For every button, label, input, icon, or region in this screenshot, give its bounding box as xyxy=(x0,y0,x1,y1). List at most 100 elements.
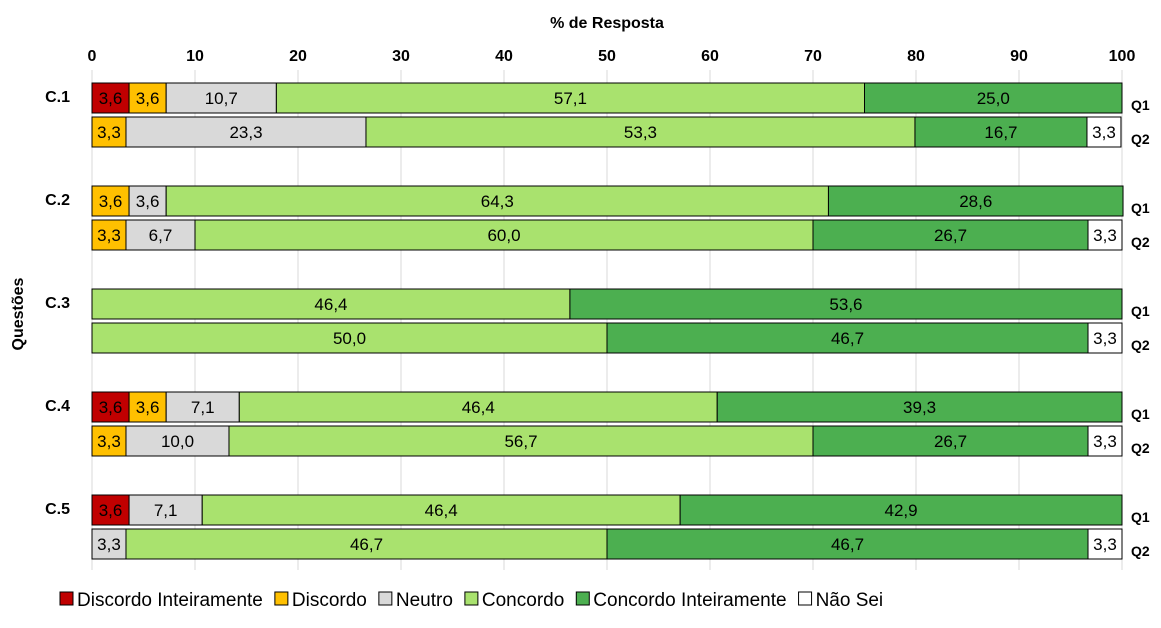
bar-value-label: 53,3 xyxy=(624,123,657,142)
bar-value-label: 26,7 xyxy=(934,432,967,451)
row-label: Q1 xyxy=(1131,406,1150,422)
bar-segment xyxy=(91,425,127,457)
bar-segment xyxy=(228,425,814,457)
bar-segment xyxy=(864,82,1123,114)
bar-segment xyxy=(128,82,167,114)
bar-value-label: 25,0 xyxy=(977,89,1010,108)
x-tick-label: 80 xyxy=(907,48,925,65)
row-label: Q1 xyxy=(1131,303,1150,319)
bar-segment xyxy=(91,288,571,320)
bar-value-label: 46,7 xyxy=(350,535,383,554)
bar-value-label: 3,6 xyxy=(136,398,160,417)
legend-item: Discordo xyxy=(274,590,367,611)
bar-value-label: 3,3 xyxy=(1092,123,1116,142)
legend-label: Não Sei xyxy=(816,590,884,611)
legend-label: Concordo xyxy=(482,590,564,611)
bars: C.1 3,6 3,6 10,7 57,1 25,0 Q1 3,3 23,3 53,3 16,7 3,… xyxy=(45,82,1150,560)
bar-segment xyxy=(1087,322,1123,354)
x-tick-label: 20 xyxy=(289,48,307,65)
bar-value-label: 3,3 xyxy=(1093,535,1117,554)
legend-swatch xyxy=(274,591,289,606)
bar-segment xyxy=(125,425,230,457)
legend-label: Discordo Inteiramente xyxy=(77,590,263,611)
bar-segment xyxy=(812,219,1089,251)
bar-value-label: 3,3 xyxy=(97,432,121,451)
bar-segment xyxy=(91,528,127,560)
legend-item: Não Sei xyxy=(798,590,884,611)
legend-label: Concordo Inteiramente xyxy=(593,590,786,611)
bar-value-label: 3,6 xyxy=(136,192,160,211)
bar-value-label: 3,3 xyxy=(97,535,121,554)
bar-segment xyxy=(125,219,196,251)
row-label: Q2 xyxy=(1131,440,1150,456)
bar-value-label: 7,1 xyxy=(191,398,215,417)
x-tick-label: 40 xyxy=(495,48,513,65)
bar-value-label: 23,3 xyxy=(229,123,262,142)
bar-segment xyxy=(91,494,130,526)
bar-segment xyxy=(125,116,367,148)
bar-segment xyxy=(827,185,1124,217)
category-label: C.5 xyxy=(45,501,70,518)
bar-segment xyxy=(275,82,865,114)
category-label: C.4 xyxy=(45,398,70,415)
legend-item: Concordo Inteiramente xyxy=(575,590,787,611)
bar-segment xyxy=(91,322,608,354)
bar-segment xyxy=(194,219,814,251)
x-tick-label: 100 xyxy=(1109,48,1136,65)
bar-value-label: 64,3 xyxy=(481,192,514,211)
row-label: Q1 xyxy=(1131,97,1150,113)
row-label: Q2 xyxy=(1131,234,1150,250)
bar-value-label: 57,1 xyxy=(554,89,587,108)
bar-value-label: 60,0 xyxy=(487,226,520,245)
x-tick-label: 50 xyxy=(598,48,616,65)
x-tick-label: 60 xyxy=(701,48,719,65)
legend-swatch xyxy=(378,591,393,606)
x-tick-label: 30 xyxy=(392,48,410,65)
bar-value-label: 3,3 xyxy=(97,123,121,142)
bar-segment xyxy=(1087,219,1123,251)
bar-segment xyxy=(201,494,681,526)
bar-segment xyxy=(128,391,167,423)
bar-segment xyxy=(165,185,829,217)
bar-segment xyxy=(165,391,240,423)
bar-segment xyxy=(128,185,167,217)
bar-value-label: 7,1 xyxy=(154,501,178,520)
row-label: Q2 xyxy=(1131,337,1150,353)
legend-label: Neutro xyxy=(396,590,453,611)
bar-value-label: 3,6 xyxy=(99,192,123,211)
bar-value-label: 26,7 xyxy=(934,226,967,245)
bar-value-label: 3,3 xyxy=(97,226,121,245)
x-axis-title: % de Resposta xyxy=(550,15,664,32)
category-label: C.3 xyxy=(45,295,70,312)
gridlines xyxy=(91,70,1123,570)
x-tick-label: 10 xyxy=(186,48,204,65)
legend-label: Discordo xyxy=(292,590,367,611)
legend-item: Discordo Inteiramente xyxy=(59,590,263,611)
bar-value-label: 10,0 xyxy=(161,432,194,451)
x-tick-label: 0 xyxy=(88,48,97,65)
bar-segment xyxy=(91,219,127,251)
bar-value-label: 6,7 xyxy=(149,226,173,245)
legend-item: Neutro xyxy=(378,590,453,611)
bar-value-label: 46,7 xyxy=(831,329,864,348)
bar-value-label: 3,6 xyxy=(99,398,123,417)
bar-segment xyxy=(679,494,1123,526)
row-label: Q1 xyxy=(1131,200,1150,216)
legend-swatch xyxy=(59,591,74,606)
bar-value-label: 39,3 xyxy=(903,398,936,417)
legend-item: Concordo xyxy=(464,590,564,611)
legend-swatch xyxy=(575,591,590,606)
bar-segment xyxy=(1087,528,1123,560)
bar-segment xyxy=(914,116,1088,148)
bar-segment xyxy=(606,322,1089,354)
x-axis-ticks: 0 10 20 30 40 50 60 70 80 90 100 xyxy=(88,48,1136,65)
category-label: C.2 xyxy=(45,192,70,209)
bar-value-label: 3,3 xyxy=(1093,432,1117,451)
bar-value-label: 46,7 xyxy=(831,535,864,554)
row-label: Q2 xyxy=(1131,131,1150,147)
bar-value-label: 42,9 xyxy=(885,501,918,520)
bar-value-label: 10,7 xyxy=(205,89,238,108)
bar-segment xyxy=(1086,116,1122,148)
